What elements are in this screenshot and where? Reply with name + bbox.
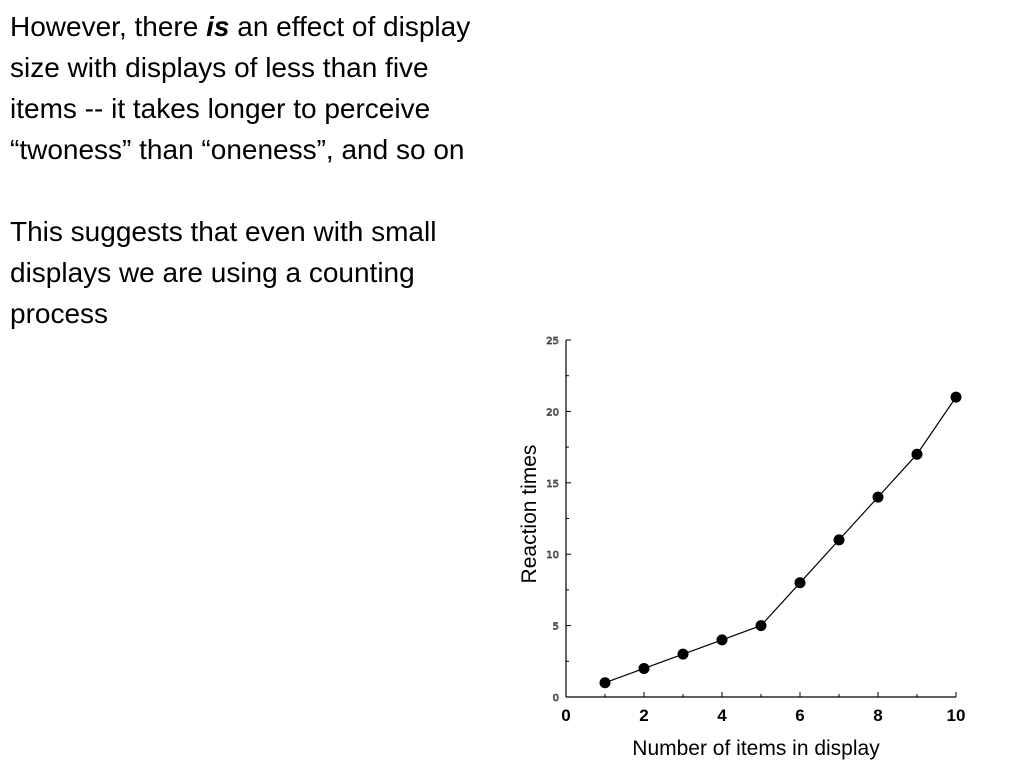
data-point <box>638 662 650 674</box>
paragraph-1-lead: However, there <box>10 11 207 42</box>
x-tick-label-0: 0 <box>561 706 570 725</box>
data-point <box>833 534 845 546</box>
data-point <box>599 677 611 689</box>
chart-axes <box>565 340 956 698</box>
y-tick-label-25: 25 <box>546 336 559 347</box>
x-tick-label-8: 8 <box>873 706 882 725</box>
x-tick-label-2: 2 <box>639 706 648 725</box>
y-tick-label-0: 0 <box>553 693 559 704</box>
y-tick-label-15: 15 <box>546 479 559 490</box>
slide-body-text: However, there is an effect of display s… <box>10 6 480 334</box>
paragraph-counting-process: This suggests that even with small displ… <box>10 216 437 329</box>
data-point <box>716 634 728 646</box>
data-point <box>677 648 689 660</box>
data-point <box>794 577 806 589</box>
x-tick-label-10: 10 <box>947 706 966 725</box>
y-axis-title: Reaction times <box>518 445 541 584</box>
data-point <box>911 448 923 460</box>
data-point <box>950 391 962 403</box>
chart-ticks: 0 5 10 15 20 25 0 2 4 6 8 10 <box>546 336 966 725</box>
data-point <box>755 620 767 632</box>
chart-series <box>599 391 962 689</box>
x-tick-label-6: 6 <box>795 706 804 725</box>
y-tick-label-10: 10 <box>546 550 559 561</box>
x-tick-label-4: 4 <box>717 706 727 725</box>
x-axis-title: Number of items in display <box>632 737 880 760</box>
paragraph-1-rest: an effect of display size with displays … <box>10 11 471 165</box>
data-point <box>872 491 884 503</box>
paragraph-display-size-effect: However, there is an effect of display s… <box>10 6 480 170</box>
y-tick-label-5: 5 <box>553 622 559 633</box>
series-line-0 <box>604 396 957 684</box>
y-tick-label-20: 20 <box>546 407 559 418</box>
emphasis-is: is <box>206 11 230 42</box>
